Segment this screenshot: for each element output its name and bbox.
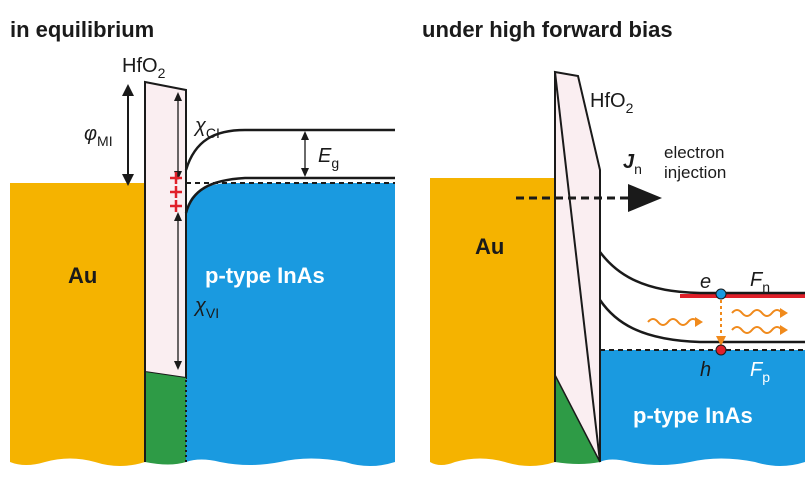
right-oxide-outline bbox=[553, 70, 601, 463]
injection-label-line2: injection bbox=[664, 163, 726, 182]
right-metal-label: Au bbox=[475, 234, 504, 259]
left-conduction-band bbox=[184, 128, 395, 171]
electron-marker bbox=[715, 288, 727, 300]
left-oxide-barrier bbox=[144, 80, 187, 380]
recombination-arrow-head bbox=[716, 336, 726, 346]
left-metal-label: Au bbox=[68, 263, 97, 288]
right-semiconductor-label: p-type InAs bbox=[633, 403, 753, 428]
electron-label: e bbox=[700, 271, 711, 293]
left-metal-region bbox=[10, 183, 145, 466]
left-panel: in equilibrium Au p-type InAs HfO2 φMI χ… bbox=[10, 17, 395, 466]
photon-emission-right-bottom bbox=[731, 325, 788, 335]
hole-marker bbox=[715, 344, 727, 356]
left-panel-title: in equilibrium bbox=[10, 17, 154, 42]
fn-label: Fn bbox=[750, 269, 770, 295]
phi-mi-arrow-head-bottom bbox=[122, 174, 134, 186]
photon-emission-right-top bbox=[731, 308, 788, 318]
right-metal-region bbox=[430, 178, 555, 466]
phi-mi-arrow-head-top bbox=[122, 84, 134, 96]
eg-arrow-head-top bbox=[301, 131, 309, 140]
jn-label: Jn bbox=[623, 151, 642, 177]
interface-charges bbox=[170, 172, 182, 212]
left-oxide-label: HfO2 bbox=[122, 55, 166, 81]
left-semiconductor-region bbox=[186, 183, 395, 466]
right-panel-title: under high forward bias bbox=[422, 17, 673, 42]
chi-vi-arrow-head-top bbox=[174, 212, 182, 221]
right-panel: under high forward bias Au p-type InAs H… bbox=[422, 17, 805, 466]
right-valence-band bbox=[598, 299, 805, 344]
eg-label: Eg bbox=[318, 145, 339, 171]
phi-mi-label: φMI bbox=[84, 123, 113, 149]
injection-label-line1: electron bbox=[664, 143, 724, 162]
left-valence-band bbox=[184, 176, 395, 214]
chi-vi-arrow-head-bottom bbox=[174, 361, 182, 370]
photon-emission-left bbox=[647, 317, 703, 327]
hole-label: h bbox=[700, 359, 711, 381]
right-oxide-valence-edge bbox=[554, 374, 601, 463]
left-oxide-green-fill bbox=[145, 372, 186, 465]
fp-label: Fp bbox=[750, 359, 770, 385]
right-semiconductor-region bbox=[600, 350, 805, 466]
chi-ci-arrow-head-top bbox=[174, 92, 182, 101]
chi-vi-label: χVI bbox=[193, 295, 219, 321]
injection-arrow-head bbox=[628, 184, 662, 212]
right-oxide-label: HfO2 bbox=[590, 90, 634, 116]
right-conduction-band bbox=[599, 251, 805, 295]
chi-ci-label: χCI bbox=[193, 115, 220, 141]
left-semiconductor-label: p-type InAs bbox=[205, 263, 325, 288]
eg-arrow-head-bottom bbox=[301, 168, 309, 177]
